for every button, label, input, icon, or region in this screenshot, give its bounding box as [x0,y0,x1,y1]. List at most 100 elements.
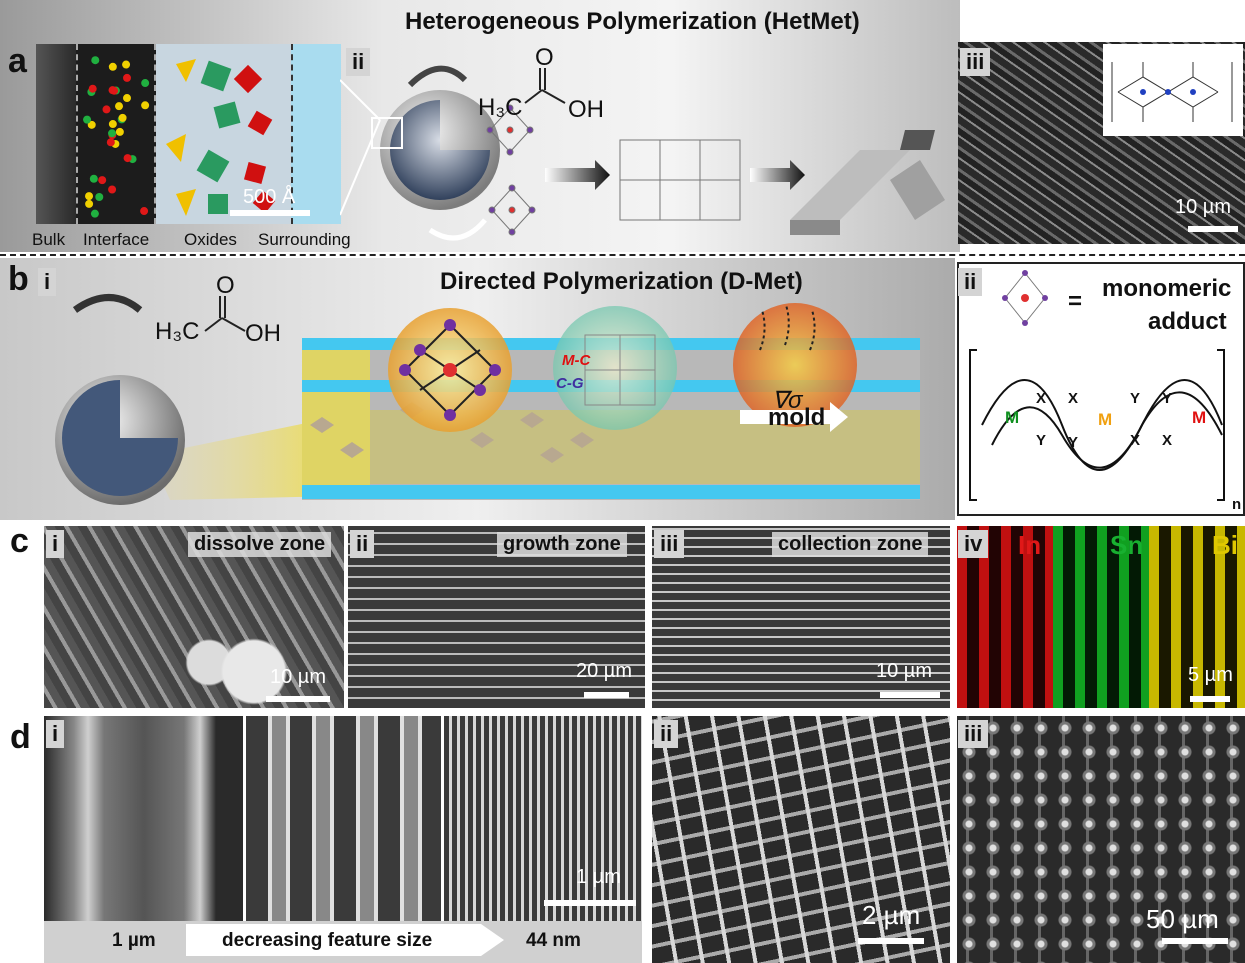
d-met-schematic [55,294,920,505]
panel-b-letter: b [8,260,29,298]
interface-atom [95,192,104,201]
sem-image-d-iii [957,716,1245,963]
sem-image-c-ii [348,526,645,708]
panel-c-letter: c [10,522,29,560]
interface-atom [88,84,97,93]
scale-bar-c-ii [584,692,629,698]
ligand-8: X [1162,432,1173,449]
interface-atom [115,127,124,136]
interface-atom [115,102,124,111]
interface-atom [110,86,119,95]
interface-atom [140,207,149,216]
ligand-4: Y [1068,434,1079,451]
layer-label-surrounding: Surrounding [258,230,351,249]
sem-image-d-ii [652,716,950,963]
ligand-6: X [1130,432,1141,449]
interface-atom [122,60,131,69]
liquid-metal-droplet-a [340,65,805,241]
scale-bar-d-iii [1162,938,1228,944]
scale-text-c-i: 10 µm [270,666,326,688]
panel-c-sub-i: i [46,530,65,558]
size-arrow-label: decreasing feature size [222,930,433,951]
interface-atom [108,120,117,129]
acetic-acid-oh-a: OH [568,96,604,123]
panel-a-title: Heterogeneous Polymerization (HetMet) [405,8,860,35]
element-label-bi: Bi [1212,530,1238,560]
monomeric-label: monomeric [1102,275,1232,302]
panel-c-sub-ii: ii [350,530,375,558]
adduct-label: adduct [1148,308,1227,335]
interface-atom [89,174,98,183]
interface-atom [106,138,115,147]
panel-d-letter: d [10,718,31,756]
interface-atom [85,199,94,208]
element-label-in: In [1018,530,1042,560]
gallium-acetate-chain-icon [1111,62,1233,122]
panel-b-sub-ii: ii [958,268,983,296]
growth-zone-label: growth zone [497,532,627,557]
scale-bar-a-iii [1188,226,1238,232]
atom-m-green: M [1005,408,1020,427]
panel-d-sub-i: i [46,720,65,748]
scale-text-c-ii: 20 µm [576,660,632,682]
section-divider [0,254,1245,256]
interface-atom [98,176,107,185]
atom-m-orange: M [1098,410,1113,429]
element-label-sn: Sn [1110,530,1144,560]
atom-m-red: M [1192,408,1207,427]
panel-a-sub-iii: iii [960,48,991,76]
bulk-layer [36,44,76,224]
panel-c-sub-iv: iv [958,530,989,558]
interface-atom [102,105,111,114]
scale-text-c-iv: 5 µm [1188,664,1233,686]
panel-b-sub-i: i [38,268,57,296]
polymer-chain-diagram [969,349,1225,501]
surrounding-layer [291,44,341,224]
ligand-7: Y [1162,390,1173,407]
panel-c-sub-iii: iii [654,530,685,558]
panel-a-sub-ii: ii [346,48,371,76]
interface-atom [141,101,150,110]
interface-atom [108,185,117,194]
scale-bar-d-ii [858,938,924,944]
scale-text-a-iii: 10 µm [1175,196,1231,218]
subscript-n: n [1232,496,1242,513]
label-mold: mold [768,404,826,431]
ligand-1: X [1036,390,1047,407]
panel-b-title: Directed Polymerization (D-Met) [440,268,803,295]
interface-atom [87,120,96,129]
divider-1 [243,716,246,921]
acetic-acid-h3c-b: H₃C [155,318,200,345]
panel-d-sub-iii: iii [958,720,989,748]
acetic-acid-o-a: O [535,44,554,71]
acetic-acid-h3c-a: H₃C [478,94,523,121]
interface-atom [90,209,99,218]
acetic-acid-bonds-b [204,296,246,332]
scale-text-d-iii: 50 µm [1146,904,1219,934]
interface-atom [83,115,92,124]
layer-label-oxides: Oxides [184,230,237,249]
ligand-2: Y [1036,432,1047,449]
scale-text-a-i: 500 Å [243,186,296,208]
scale-bar-c-i [266,696,330,702]
scale-bar-c-iii [880,692,940,698]
panel-d-sub-ii: ii [654,720,679,748]
interface-atom [123,154,132,163]
panel-a-letter: a [8,42,27,80]
divider-2 [441,716,444,921]
dissolve-zone-label: dissolve zone [188,532,332,557]
decreasing-arrow-icon [186,924,504,956]
collection-zone-label: collection zone [772,532,929,557]
interface-atom [123,73,132,82]
size-start-label: 1 µm [112,930,156,951]
interface-atom [85,192,94,201]
ligand-3: X [1068,390,1079,407]
label-cg: C-G [556,375,584,392]
label-gradient: ∇σ [772,387,803,414]
sem-image-d-i [44,716,642,963]
acetic-acid-oh-b: OH [245,320,281,347]
size-end-label: 44 nm [526,930,581,951]
scale-bar-c-iv [1190,696,1230,702]
product-beam-a [790,130,945,235]
interface-atom [122,94,131,103]
